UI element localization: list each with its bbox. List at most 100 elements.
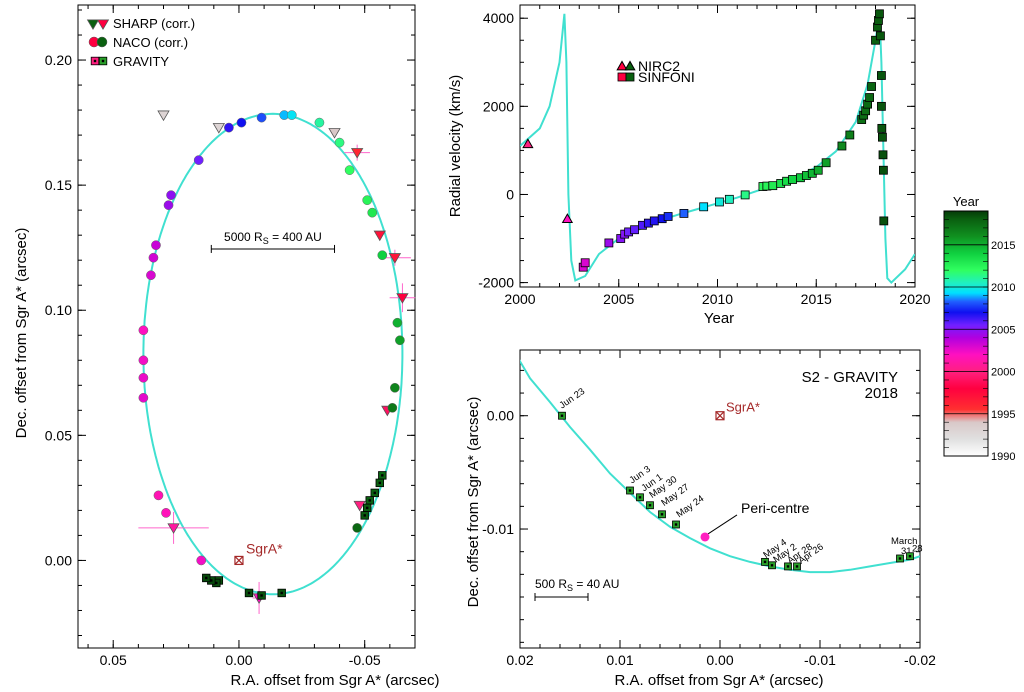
orbit-legend: SHARP (corr.) NACO (corr.) GRAVITY (86, 16, 195, 69)
rv-panel: 2000 2005 2010 2015 2020 -2000 0 2000 4000 NIRC2S… (447, 4, 931, 327)
rv-sinfoni-point (630, 225, 639, 235)
orbit-naco-point (392, 317, 403, 328)
rv-sinfoni-point (876, 31, 885, 41)
pericentre-gravity-point-dot (795, 565, 799, 568)
orbit-gravity-point-dot (368, 499, 371, 502)
rv-sinfoni-point (724, 194, 734, 204)
legend-sinfoni-icon-green (625, 72, 635, 82)
rv-sinfoni-point (740, 190, 750, 200)
legend-nirc2-icon-red (616, 60, 628, 71)
pericentre-gravity-point-dot (763, 560, 767, 564)
pericentre-date-label: 28 (912, 544, 923, 555)
orbit-gravity-point-dot (215, 581, 218, 585)
legend-sinfoni-icon-red (617, 72, 627, 82)
orbit-naco-point (193, 155, 204, 165)
rv-sinfoni-point (604, 238, 614, 248)
pericentre-gravity-point-dot (908, 555, 912, 558)
orbit-legend-label: GRAVITY (113, 54, 169, 69)
orbit-y-tick-label: 0.20 (45, 52, 72, 68)
pericentre-panel: 0.02 0.01 0.00 -0.01 -0.02 0.00 -0.01 SgrA* Jun … (465, 349, 936, 689)
orbit-naco-point (138, 392, 149, 403)
orbit-scale-label: 5000 RS = 400 AU (224, 230, 322, 246)
orbit-naco-point (367, 207, 378, 218)
orbit-naco-point (166, 190, 176, 200)
orbit-naco-point (146, 270, 156, 281)
pericentre-x-tick-label: -0.02 (904, 652, 936, 668)
orbit-sgra-marker-cross (234, 556, 244, 565)
rv-sinfoni-point (845, 130, 855, 140)
orbit-gravity-point-dot (373, 491, 376, 495)
rv-sinfoni-point (879, 216, 889, 226)
rv-x-axis-label: Year (704, 310, 734, 327)
rv-legend-label: NIRC2 (638, 58, 680, 74)
rv-y-tick-label: 2000 (483, 98, 514, 114)
orbit-gravity-point-dot (363, 514, 366, 517)
orbit-naco-point (344, 165, 355, 175)
rv-sinfoni-point (699, 202, 709, 212)
orbit-naco-point (138, 325, 149, 336)
orbit-sharp-point (212, 123, 226, 134)
orbit-naco-point (390, 382, 400, 393)
rv-sinfoni-point (867, 82, 876, 91)
orbit-naco-point (138, 372, 149, 383)
orbit-naco-point (334, 137, 345, 148)
orbit-x-axis-label: R.A. offset from Sgr A* (arcsec) (231, 672, 440, 689)
colorbar-title: Year (953, 194, 980, 209)
orbit-naco-point (196, 555, 207, 566)
pericentre-gravity-point-dot (560, 414, 564, 417)
colorbar-tick-label: 1995 (991, 409, 1015, 421)
rv-model-curve (520, 13, 915, 285)
orbit-naco-point (151, 240, 161, 251)
legend-gravity-icon-green-dot (101, 59, 105, 63)
rv-sinfoni-point (837, 141, 847, 151)
legend-nirc2-icon-green (624, 60, 636, 71)
orbit-sharp-point (328, 128, 341, 139)
pericentre-sgra-marker-cross (715, 411, 725, 421)
colorbar-tick-label: 2005 (991, 324, 1015, 336)
colorbar-tick-label: 2015 (991, 240, 1015, 252)
orbit-legend-label: NACO (corr.) (113, 35, 188, 50)
rv-sinfoni-point (813, 165, 823, 175)
pericentre-sgra-label: SgrA* (726, 400, 760, 415)
pericentre-gravity-point-dot (648, 504, 652, 507)
pericentre-pointer-line (707, 514, 738, 535)
orbit-naco-point (153, 490, 164, 501)
rv-y-axis-label: Radial velocity (km/s) (447, 75, 464, 218)
rv-frame (519, 4, 916, 288)
orbit-gravity-point-dot (378, 481, 381, 485)
orbit-y-tick-label: 0.00 (45, 552, 72, 568)
orbit-sgra-marker (234, 555, 244, 566)
orbit-naco-point (256, 112, 267, 123)
orbit-gravity-point-dot (366, 506, 369, 510)
rv-sinfoni-point (768, 181, 778, 191)
legend-sharp-icon-red (96, 19, 110, 31)
orbit-sharp-point (157, 110, 170, 122)
rv-sinfoni-point (875, 9, 884, 19)
rv-sinfoni-point (877, 123, 887, 133)
orbit-gravity-point-dot (210, 579, 213, 582)
orbit-y-tick-label: 0.05 (45, 427, 72, 443)
orbit-legend-label: SHARP (corr.) (113, 16, 195, 31)
pericentre-subtitle: 2018 (865, 385, 898, 402)
orbit-sharp-point (388, 253, 402, 264)
pericentre-date-label: Jun 23 (557, 386, 587, 411)
pericentre-gravity-point-dot (660, 513, 664, 516)
orbit-sgra-label: SgrA* (246, 540, 283, 556)
pericentre-x-tick-label: 0.00 (706, 652, 733, 668)
rv-sinfoni-point (871, 35, 880, 45)
rv-sinfoni-point (877, 101, 886, 111)
rv-x-tick-label: 2000 (504, 291, 535, 307)
pericentre-gravity-point-dot (674, 523, 678, 526)
orbit-naco-point (314, 117, 325, 128)
pericentre-gravity-point-dot (770, 564, 774, 567)
orbit-naco-point (236, 117, 247, 128)
orbit-x-tick-label: 0.00 (225, 652, 252, 668)
rv-sinfoni-point (877, 71, 886, 80)
orbit-gravity-point-dot (205, 576, 208, 580)
orbit-naco-point (377, 250, 388, 261)
pericentre-gravity-point-dot (638, 496, 642, 499)
orbit-naco-point (352, 523, 363, 533)
orbit-sharp-point (353, 500, 366, 512)
legend-sharp-icon-green (86, 19, 100, 31)
pericentre-y-tick-label: -0.01 (482, 521, 514, 537)
